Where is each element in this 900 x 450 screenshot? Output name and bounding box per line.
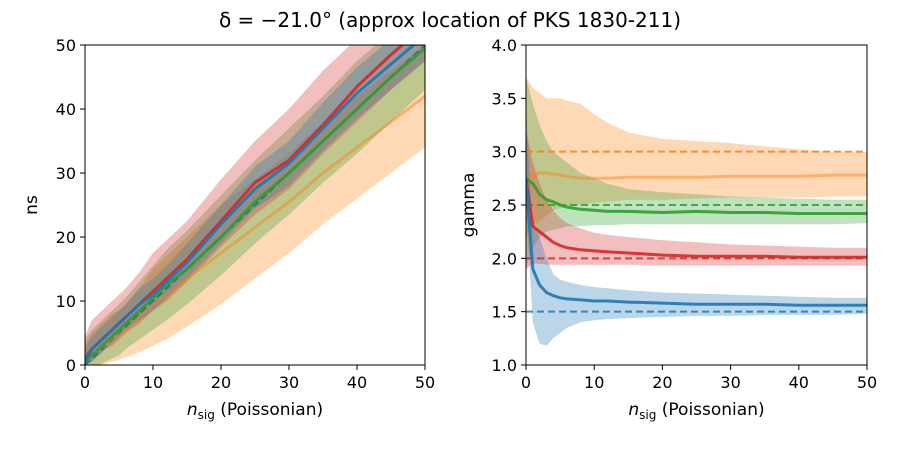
- right-x-axis-label-sub: sig: [639, 408, 656, 422]
- right-plot-area: [526, 77, 867, 346]
- right-series-line-gamma_2.5: [526, 177, 867, 215]
- left-x-tick-label: 10: [143, 373, 163, 392]
- right-series-line-gamma_2.0: [526, 178, 867, 259]
- left-y-tick-label: 40: [56, 100, 76, 119]
- chart-title: δ = −21.0° (approx location of PKS 1830-…: [219, 8, 681, 32]
- right-x-axis-label-main: n: [628, 400, 639, 420]
- left-axes-frame: [84, 44, 426, 366]
- left-y-axis-label: ns: [22, 195, 42, 215]
- left-x-tick-label: 20: [211, 373, 231, 392]
- right-x-tick-label: 40: [789, 373, 809, 392]
- left-x-tick-label: 40: [347, 373, 367, 392]
- right-x-tick-label: 10: [584, 373, 604, 392]
- right-y-tick-label: 1.5: [492, 303, 517, 322]
- left-x-axis-label-main: n: [187, 400, 198, 420]
- left-x-axis-label-rest: (Poissonian): [215, 400, 323, 420]
- left-x-tick-label: 0: [80, 373, 90, 392]
- left-series-line-gamma_3.0: [85, 95, 425, 363]
- right-panel: 0 10 20 30 40 50 1.0 1.5 2.0 2.5 3.0 3.5 4.0 nsig (Po…: [459, 36, 877, 422]
- right-band-gamma_3.0: [526, 77, 867, 237]
- left-y-tick-label: 10: [56, 292, 76, 311]
- left-x-tick-label: 30: [279, 373, 299, 392]
- right-band-gamma_2.0: [526, 130, 867, 269]
- left-y-tick-label: 30: [56, 164, 76, 183]
- left-x-axis-label: nsig (Poissonian): [187, 400, 323, 422]
- right-y-tick-label: 3.5: [492, 89, 517, 108]
- right-series-line-gamma_3.0: [526, 171, 867, 180]
- left-x-axis-label-sub: sig: [198, 408, 215, 422]
- right-y-tick-label: 4.0: [492, 36, 517, 55]
- right-series-line-gamma_1.5: [526, 178, 867, 307]
- right-x-axis-label-rest: (Poissonian): [656, 400, 764, 420]
- left-plot-area: [85, 45, 425, 365]
- left-x-tick-label: 50: [415, 373, 435, 392]
- right-x-tick-label: 50: [857, 373, 877, 392]
- right-y-tick-label: 1.0: [492, 356, 517, 375]
- right-y-tick-label: 3.0: [492, 143, 517, 162]
- right-x-axis-label: nsig (Poissonian): [628, 400, 764, 422]
- left-y-tick-label: 20: [56, 228, 76, 247]
- right-x-tick-label: 0: [521, 373, 531, 392]
- left-y-tick-label: 0: [66, 356, 76, 375]
- right-band-gamma_2.5: [526, 77, 867, 269]
- right-x-tick-label: 30: [720, 373, 740, 392]
- left-y-tick-label: 50: [56, 36, 76, 55]
- left-series-line-gamma_1.5: [85, 45, 416, 363]
- left-series-line-gamma_2.5: [85, 47, 425, 363]
- right-y-tick-label: 2.0: [492, 249, 517, 268]
- right-y-axis-label: gamma: [459, 173, 479, 238]
- right-band-gamma_1.5: [526, 109, 867, 346]
- right-y-tick-label: 2.5: [492, 196, 517, 215]
- right-x-tick-label: 20: [652, 373, 672, 392]
